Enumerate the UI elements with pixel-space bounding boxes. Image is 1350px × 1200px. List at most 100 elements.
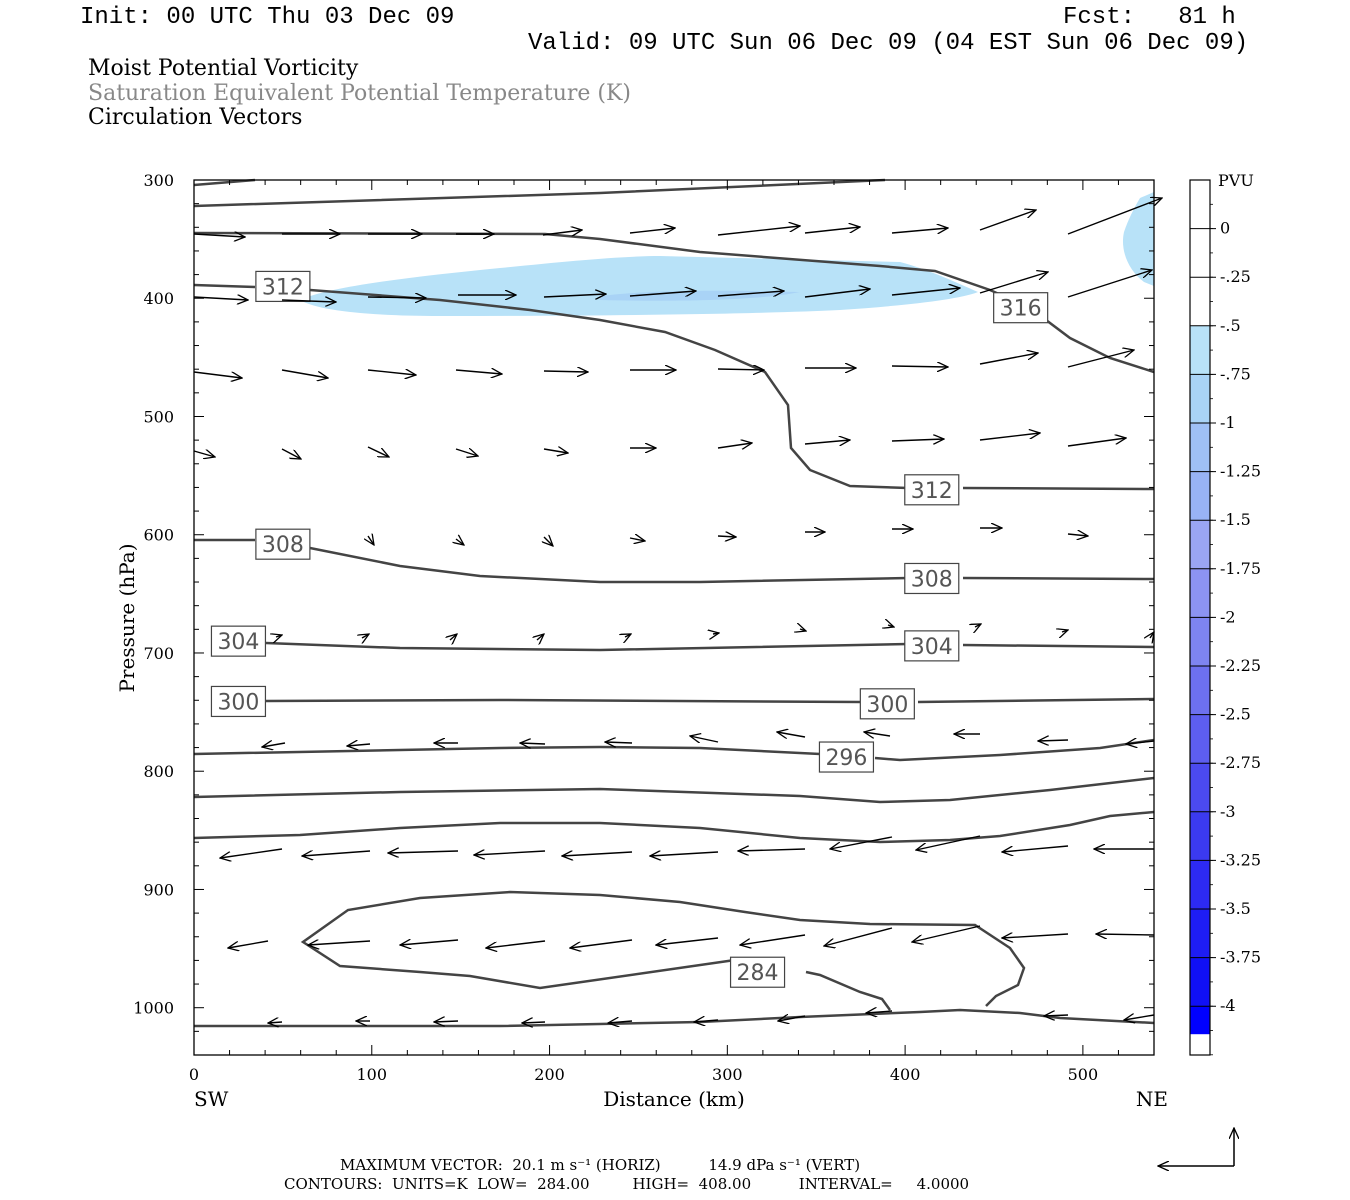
contour-label: 284 bbox=[737, 961, 779, 986]
contour-label-box bbox=[818, 741, 875, 773]
axis-ticks bbox=[193, 179, 1154, 1056]
contour-label: 312 bbox=[262, 275, 304, 300]
wind-vector bbox=[650, 852, 719, 856]
colorbar-label: -3 bbox=[1220, 802, 1236, 821]
colorbar-cell bbox=[1190, 520, 1210, 569]
colorbar-label: -2.5 bbox=[1220, 705, 1251, 724]
wind-vector bbox=[916, 835, 981, 850]
wind-vector bbox=[717, 536, 736, 537]
colorbar-label: -3.75 bbox=[1220, 948, 1261, 967]
colorbar-cell bbox=[1190, 666, 1210, 715]
init-time: Init: 00 UTC Thu 03 Dec 09 bbox=[80, 4, 455, 31]
contour-line bbox=[300, 890, 1026, 1011]
colorbar-label: -.5 bbox=[1220, 316, 1241, 335]
wind-vector bbox=[1124, 1015, 1155, 1020]
wind-vector bbox=[740, 934, 806, 945]
contour-label-box bbox=[255, 270, 311, 303]
wind-vector bbox=[891, 439, 944, 441]
wind-vector bbox=[830, 836, 893, 849]
wind-vector bbox=[281, 369, 328, 378]
wind-vector bbox=[302, 851, 371, 856]
wind-vector bbox=[800, 629, 806, 631]
wind-vector bbox=[281, 300, 336, 302]
wind-vector bbox=[543, 371, 588, 372]
contour-label-box bbox=[210, 625, 267, 657]
wind-vector bbox=[1044, 1015, 1069, 1016]
wind-vector bbox=[717, 291, 784, 296]
x-tick-label: 400 bbox=[890, 1065, 921, 1084]
wind-vector bbox=[1067, 198, 1162, 235]
wind-vector bbox=[979, 210, 1036, 231]
colorbar-label: 0 bbox=[1220, 219, 1230, 238]
contour-line bbox=[194, 1008, 1155, 1028]
wind-vector bbox=[804, 440, 850, 444]
wind-vector bbox=[1150, 632, 1154, 638]
contour-label-box bbox=[859, 688, 915, 720]
colorbar-label: -2 bbox=[1220, 607, 1236, 626]
contour-line bbox=[265, 641, 1155, 652]
colorbar-cell bbox=[1190, 617, 1210, 666]
ne-label: NE bbox=[1136, 1087, 1168, 1111]
colorbar-cell bbox=[1190, 325, 1210, 375]
colorbar-cell bbox=[1190, 957, 1210, 1007]
wind-vector bbox=[193, 234, 245, 237]
wind-vector bbox=[228, 940, 269, 948]
wind-vector bbox=[717, 369, 764, 370]
colorbar-cell bbox=[1190, 423, 1210, 472]
wind-vector bbox=[1067, 534, 1088, 536]
wind-vector bbox=[1126, 741, 1155, 744]
colorbar-cell bbox=[1190, 1006, 1210, 1035]
wind-vector bbox=[455, 370, 502, 374]
y-tick-label: 900 bbox=[143, 880, 174, 899]
reference-vector-icon bbox=[1158, 1128, 1234, 1166]
x-tick-label: 300 bbox=[712, 1065, 743, 1084]
colorbar-label: -4 bbox=[1220, 996, 1236, 1015]
wind-vector bbox=[193, 297, 248, 300]
colorbar-title: PVU bbox=[1218, 171, 1254, 190]
wind-vector bbox=[1067, 270, 1152, 298]
y-tick-label: 800 bbox=[143, 762, 174, 781]
contour-label-box bbox=[210, 685, 267, 718]
wind-vector bbox=[276, 635, 282, 637]
wind-vector bbox=[362, 634, 369, 638]
colorbar-label: -3.25 bbox=[1220, 850, 1261, 869]
wind-vector bbox=[690, 736, 719, 742]
wind-vector bbox=[368, 536, 374, 545]
wind-vector bbox=[824, 927, 893, 946]
wind-vector bbox=[605, 742, 633, 743]
wind-vector bbox=[474, 851, 546, 855]
colorbar: 0 -.25 -.5 -.75 -1 -1.25 -1.5 -1.75 -2 -2.25 -2.5 -… bbox=[1189, 179, 1261, 1056]
contour-label: 312 bbox=[911, 479, 953, 504]
contour-label: 300 bbox=[217, 690, 259, 715]
colorbar-label: -1 bbox=[1220, 413, 1236, 432]
colorbar-label: -1.75 bbox=[1220, 559, 1261, 578]
colorbar-cell bbox=[1190, 909, 1210, 958]
wind-vector bbox=[629, 538, 645, 541]
wind-vector bbox=[522, 1022, 546, 1023]
colorbar-cell bbox=[1190, 374, 1210, 423]
wind-vector bbox=[629, 228, 675, 233]
x-tick-label: 500 bbox=[1068, 1065, 1099, 1084]
wind-vector bbox=[455, 449, 478, 456]
wind-vector bbox=[562, 852, 633, 856]
contour-label-box bbox=[255, 528, 311, 560]
contour-labels: 312 316 312 308 308 304 304 300 300 296 284 bbox=[210, 270, 1049, 988]
contour-line bbox=[193, 283, 1155, 491]
wind-vector bbox=[450, 634, 457, 640]
wind-vector bbox=[864, 732, 891, 736]
y-axis-title: Pressure (hPa) bbox=[115, 544, 139, 693]
wind-vector bbox=[347, 744, 371, 746]
colorbar-cell bbox=[1190, 860, 1210, 909]
contour-label: 308 bbox=[911, 567, 953, 592]
wind-vector bbox=[456, 539, 464, 545]
contour-line bbox=[193, 738, 1155, 762]
wind-vector bbox=[193, 371, 242, 378]
contour-info: CONTOURS: UNITS=K LOW= 284.00 HIGH= 408.… bbox=[284, 1175, 970, 1193]
wind-vector bbox=[1002, 934, 1069, 938]
x-tick-label: 200 bbox=[534, 1065, 565, 1084]
colorbar-cell bbox=[1190, 763, 1210, 812]
wind-vector bbox=[608, 1021, 633, 1023]
wind-vector bbox=[912, 925, 981, 942]
wind-vector bbox=[713, 633, 719, 634]
y-tick-label: 1000 bbox=[133, 999, 174, 1018]
